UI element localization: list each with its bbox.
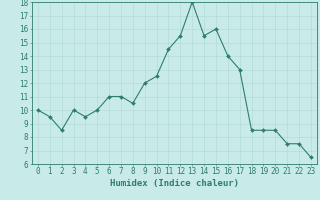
X-axis label: Humidex (Indice chaleur): Humidex (Indice chaleur)	[110, 179, 239, 188]
